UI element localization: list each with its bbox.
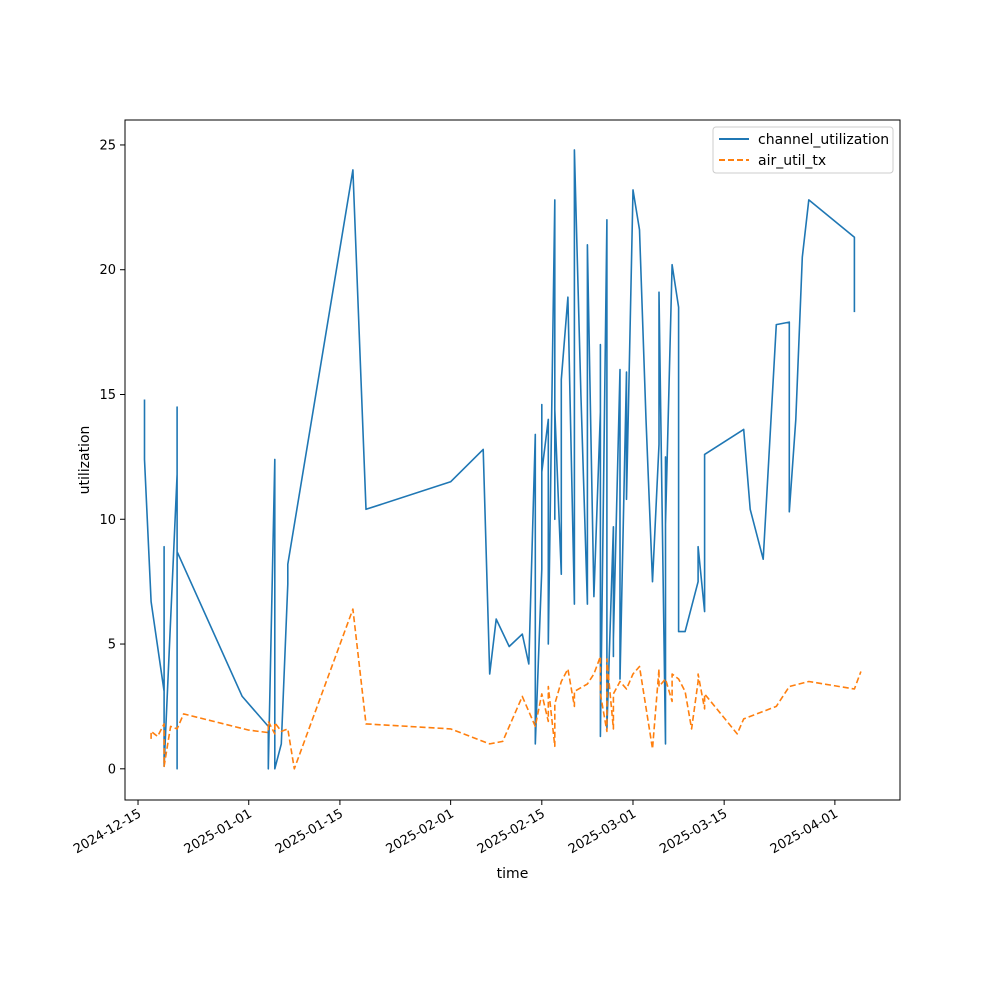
- axes-frame: [124, 119, 901, 801]
- legend-label-air-util-tx: air_util_tx: [758, 153, 826, 169]
- legend-label-channel-utilization: channel_utilization: [758, 132, 889, 148]
- series-line-air-util-tx: [150, 608, 862, 770]
- y-tick-label: 15: [99, 388, 116, 403]
- y-tick-label: 10: [99, 513, 116, 528]
- y-axis-ticks: 0 5 10 15 20 25: [99, 138, 125, 777]
- y-tick-label: 20: [99, 263, 116, 278]
- y-tick-label: 25: [99, 138, 116, 153]
- series-line-channel-utilization: [143, 149, 856, 770]
- legend: channel_utilization air_util_tx: [712, 126, 894, 174]
- y-tick-label: 5: [108, 638, 116, 653]
- legend-box: [712, 126, 894, 174]
- y-axis-label: utilization: [77, 426, 93, 495]
- x-axis-label: time: [497, 866, 529, 882]
- plot-area: [143, 149, 862, 770]
- y-tick-label: 0: [108, 762, 116, 777]
